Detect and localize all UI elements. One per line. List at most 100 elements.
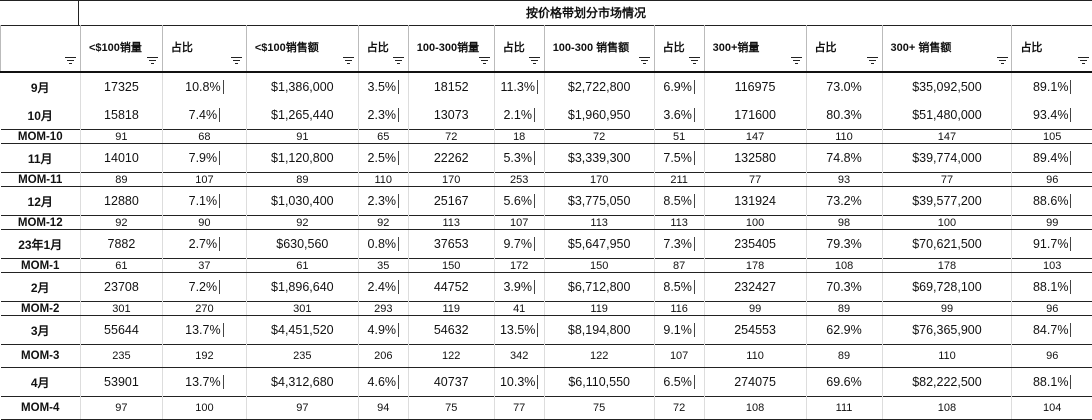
filter-icon[interactable] xyxy=(639,57,651,66)
table-cell[interactable]: 172 xyxy=(494,259,544,273)
table-cell[interactable]: 116 xyxy=(654,302,704,316)
row-label[interactable]: 9月 xyxy=(1,72,81,101)
table-cell[interactable]: 301 xyxy=(80,302,162,316)
table-cell[interactable]: 4.9% xyxy=(358,316,408,345)
table-cell[interactable]: 99 xyxy=(1012,216,1092,230)
table-cell[interactable]: 108 xyxy=(882,397,1012,420)
table-cell[interactable]: 37653 xyxy=(408,230,494,259)
table-cell[interactable]: 13.5% xyxy=(494,316,544,345)
table-cell[interactable]: $1,265,440 xyxy=(246,101,358,130)
table-cell[interactable]: $70,621,500 xyxy=(882,230,1012,259)
table-cell[interactable]: 5.3% xyxy=(494,144,544,173)
table-cell[interactable]: 72 xyxy=(544,130,654,144)
row-label[interactable]: MOM-1 xyxy=(1,259,81,273)
table-cell[interactable]: 206 xyxy=(358,345,408,368)
table-cell[interactable]: 100 xyxy=(704,216,806,230)
table-cell[interactable]: $1,896,640 xyxy=(246,273,358,302)
table-cell[interactable]: 3.6% xyxy=(654,101,704,130)
table-cell[interactable]: $6,712,800 xyxy=(544,273,654,302)
table-cell[interactable]: 110 xyxy=(882,345,1012,368)
table-cell[interactable]: 103 xyxy=(1012,259,1092,273)
filter-icon[interactable] xyxy=(791,57,803,66)
table-cell[interactable]: 13.7% xyxy=(162,316,246,345)
table-cell[interactable]: 89 xyxy=(806,302,882,316)
table-cell[interactable]: 73.0% xyxy=(806,72,882,101)
table-cell[interactable]: 2.4% xyxy=(358,273,408,302)
table-cell[interactable]: 40737 xyxy=(408,368,494,397)
table-cell[interactable]: 51 xyxy=(654,130,704,144)
table-cell[interactable]: 77 xyxy=(882,173,1012,187)
table-cell[interactable]: 2.5% xyxy=(358,144,408,173)
table-cell[interactable]: 342 xyxy=(494,345,544,368)
filter-icon[interactable] xyxy=(529,57,541,66)
table-cell[interactable]: 171600 xyxy=(704,101,806,130)
table-cell[interactable]: 13.7% xyxy=(162,368,246,397)
table-cell[interactable]: 92 xyxy=(358,216,408,230)
row-label[interactable]: MOM-12 xyxy=(1,216,81,230)
table-cell[interactable]: 0.8% xyxy=(358,230,408,259)
table-cell[interactable]: 7.2% xyxy=(162,273,246,302)
table-cell[interactable]: 108 xyxy=(704,397,806,420)
table-cell[interactable]: 61 xyxy=(80,259,162,273)
table-cell[interactable]: 35 xyxy=(358,259,408,273)
table-cell[interactable]: $39,577,200 xyxy=(882,187,1012,216)
filter-icon[interactable] xyxy=(479,57,491,66)
table-cell[interactable]: 147 xyxy=(882,130,1012,144)
table-cell[interactable]: 54632 xyxy=(408,316,494,345)
table-cell[interactable]: $82,222,500 xyxy=(882,368,1012,397)
table-cell[interactable]: 301 xyxy=(246,302,358,316)
table-cell[interactable]: $1,120,800 xyxy=(246,144,358,173)
table-cell[interactable]: $8,194,800 xyxy=(544,316,654,345)
table-cell[interactable]: 122 xyxy=(544,345,654,368)
table-cell[interactable]: $39,774,000 xyxy=(882,144,1012,173)
table-cell[interactable]: 44752 xyxy=(408,273,494,302)
row-label[interactable]: 23年1月 xyxy=(1,230,81,259)
table-cell[interactable]: 94 xyxy=(358,397,408,420)
table-cell[interactable]: $6,110,550 xyxy=(544,368,654,397)
table-cell[interactable]: 96 xyxy=(1012,302,1092,316)
table-cell[interactable]: 232427 xyxy=(704,273,806,302)
table-cell[interactable]: 107 xyxy=(162,173,246,187)
table-cell[interactable]: 150 xyxy=(544,259,654,273)
table-cell[interactable]: 92 xyxy=(246,216,358,230)
table-cell[interactable]: 65 xyxy=(358,130,408,144)
table-cell[interactable]: 96 xyxy=(1012,345,1092,368)
table-cell[interactable]: 9.7% xyxy=(494,230,544,259)
table-cell[interactable]: 89.4% xyxy=(1012,144,1092,173)
table-cell[interactable]: 170 xyxy=(544,173,654,187)
table-cell[interactable]: 89.1% xyxy=(1012,72,1092,101)
row-label[interactable]: 2月 xyxy=(1,273,81,302)
table-cell[interactable]: 7.9% xyxy=(162,144,246,173)
row-label[interactable]: MOM-4 xyxy=(1,397,81,420)
table-cell[interactable]: $630,560 xyxy=(246,230,358,259)
table-cell[interactable]: 6.5% xyxy=(654,368,704,397)
table-cell[interactable]: $69,728,100 xyxy=(882,273,1012,302)
table-cell[interactable]: 2.3% xyxy=(358,101,408,130)
table-cell[interactable]: 99 xyxy=(882,302,1012,316)
table-cell[interactable]: $1,030,400 xyxy=(246,187,358,216)
table-cell[interactable]: 253 xyxy=(494,173,544,187)
table-cell[interactable]: 110 xyxy=(704,345,806,368)
table-cell[interactable]: 150 xyxy=(408,259,494,273)
row-label[interactable]: MOM-3 xyxy=(1,345,81,368)
table-cell[interactable]: 7882 xyxy=(80,230,162,259)
table-cell[interactable]: 55644 xyxy=(80,316,162,345)
filter-icon[interactable] xyxy=(1077,57,1089,66)
table-cell[interactable]: $1,386,000 xyxy=(246,72,358,101)
table-cell[interactable]: 23708 xyxy=(80,273,162,302)
filter-icon[interactable] xyxy=(393,57,405,66)
table-cell[interactable]: 75 xyxy=(544,397,654,420)
table-cell[interactable]: 69.6% xyxy=(806,368,882,397)
table-cell[interactable]: 211 xyxy=(654,173,704,187)
table-cell[interactable]: 17325 xyxy=(80,72,162,101)
table-cell[interactable]: 8.5% xyxy=(654,273,704,302)
table-cell[interactable]: 116975 xyxy=(704,72,806,101)
table-cell[interactable]: 41 xyxy=(494,302,544,316)
table-cell[interactable]: 7.3% xyxy=(654,230,704,259)
table-cell[interactable]: 132580 xyxy=(704,144,806,173)
table-cell[interactable]: 68 xyxy=(162,130,246,144)
row-label[interactable]: 11月 xyxy=(1,144,81,173)
table-cell[interactable]: 104 xyxy=(1012,397,1092,420)
table-cell[interactable]: 37 xyxy=(162,259,246,273)
table-cell[interactable]: 254553 xyxy=(704,316,806,345)
